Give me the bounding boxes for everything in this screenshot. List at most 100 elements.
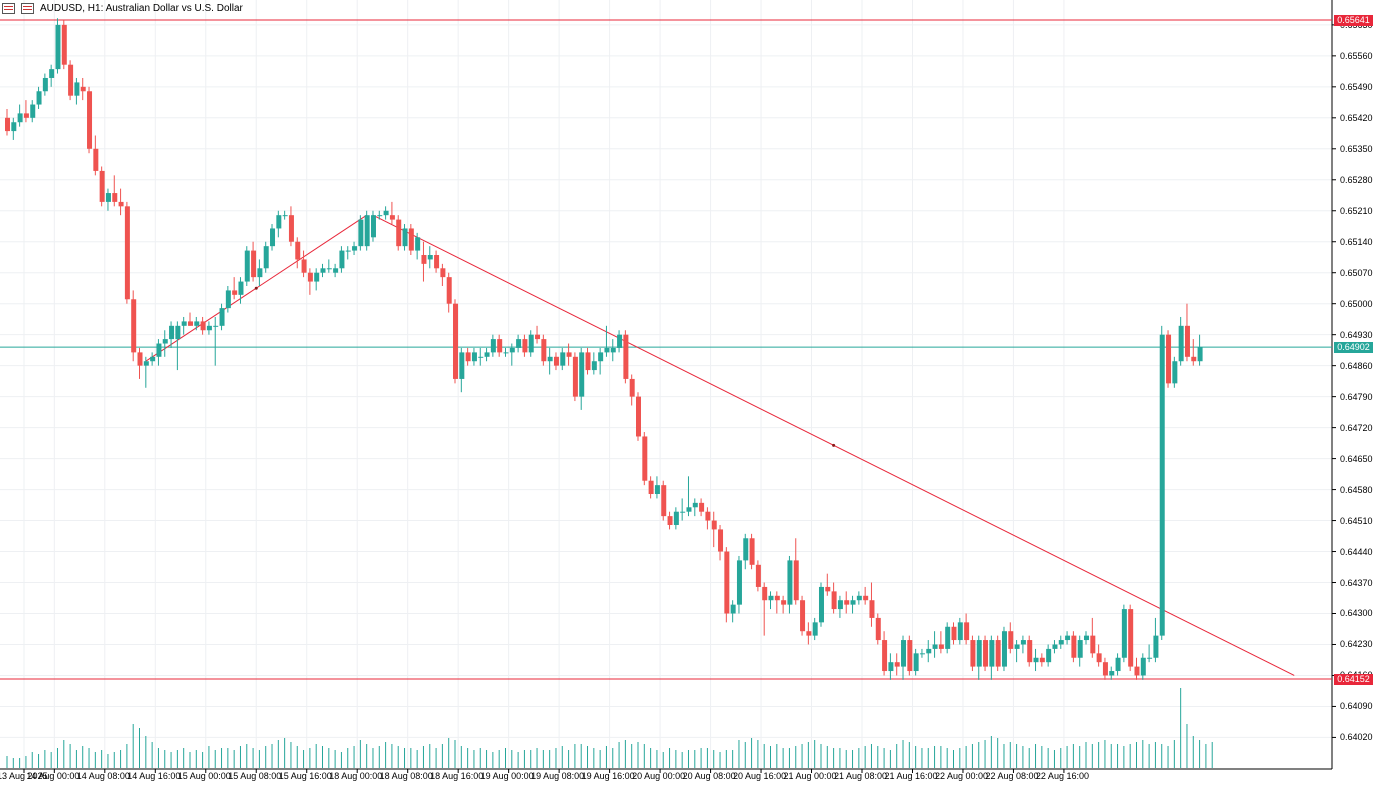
candle [629,374,635,406]
candle [459,347,465,393]
candle-body [553,356,559,366]
time-label: 14 Aug 16:00 [127,771,181,781]
candle-body [629,378,635,397]
candle [408,224,414,256]
price-label: 0.65140 [1340,236,1373,247]
candle [169,321,175,348]
time-label: 19 Aug 08:00 [531,771,585,781]
candle [1166,330,1172,388]
candle [288,206,294,247]
candle-body [295,241,301,260]
candle-body [112,193,118,202]
candle-body [913,653,919,672]
candle [364,210,370,251]
candle-body [471,352,477,362]
candle [263,241,269,273]
candle-body [99,170,105,202]
candle-body [307,272,313,282]
candle [1071,631,1077,663]
candle-body [453,303,459,379]
candle [1039,653,1045,667]
candle [623,330,629,384]
candle [1115,653,1121,676]
candle [762,582,768,636]
candle [175,321,181,371]
candle [112,175,118,207]
time-label: 21 Aug 00:00 [783,771,837,781]
price-label: 0.65350 [1340,143,1373,154]
candle [951,622,957,645]
candle [736,555,742,614]
chart-menu-icon[interactable] [2,3,15,14]
candle [36,86,42,109]
candle [800,595,806,636]
candle [888,653,894,680]
candle [585,347,591,375]
candlesticks[interactable] [5,18,1203,680]
candle-body [1039,657,1045,663]
trendline-midpoint-handle [254,286,258,290]
candle [1121,604,1127,663]
candle [901,635,907,680]
candle [1020,635,1026,654]
candle-body [490,339,496,353]
candle [87,86,93,154]
candle [251,241,257,282]
candle-body [61,24,67,65]
price-label: 0.65210 [1340,205,1373,216]
candle-body [919,653,925,655]
candle-body [87,91,93,149]
candle-body [566,352,572,357]
time-label: 19 Aug 00:00 [480,771,534,781]
candle [1147,644,1153,663]
price-label: 0.64580 [1340,484,1373,495]
candle [1001,626,1007,672]
volume-bars [6,688,1213,768]
candle-body [509,347,515,353]
candle-body [1046,648,1052,663]
candle-body [572,356,578,397]
candle [730,600,736,623]
candle-body [427,255,433,260]
candle [42,73,48,96]
candle-body [244,250,250,282]
candle [547,347,553,375]
price-label: 0.65420 [1340,112,1373,123]
chart-properties-icon[interactable] [21,3,34,14]
candle-body [181,321,187,326]
candle [396,215,402,251]
candle [755,560,761,592]
candle [320,263,326,278]
time-label: 15 Aug 00:00 [177,771,231,781]
trendlines[interactable] [145,214,1295,676]
candle [1046,644,1052,667]
candle [232,277,238,300]
candle-body [333,268,339,273]
candle [863,586,869,605]
candle [257,259,263,286]
candle-body [251,250,257,278]
candle [837,595,843,618]
candle [774,591,780,614]
candle [270,224,276,251]
candle [440,263,446,286]
candle-body [818,586,824,623]
candle [743,533,749,570]
candle [61,20,67,70]
candle-body [1172,361,1178,384]
candle-body [806,631,812,636]
candle [648,476,654,499]
horizontal-levels[interactable] [0,19,1332,680]
candle [162,330,168,357]
candle [718,524,724,561]
candle-body [1121,609,1127,658]
candle [1065,631,1071,645]
candle-body [1134,666,1140,676]
candle-body [1184,325,1190,357]
candle [560,347,566,371]
candle-body [869,600,875,618]
candle-body [364,215,370,247]
candle-body [421,255,427,264]
candle [856,591,862,605]
